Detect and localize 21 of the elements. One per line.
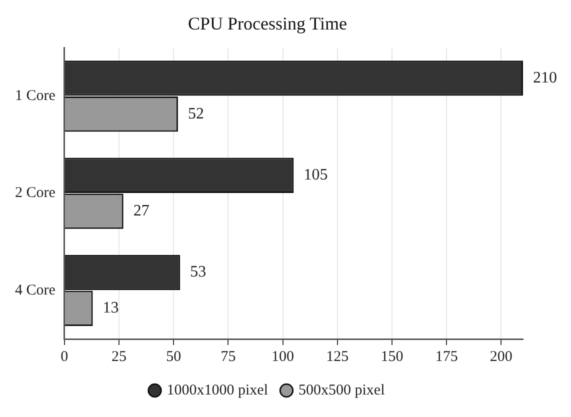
legend-label: 1000x1000 pixel bbox=[166, 382, 268, 398]
y-tick-label: 4 Core bbox=[14, 282, 56, 298]
x-tick-label: 150 bbox=[380, 348, 404, 365]
x-tick-label: 100 bbox=[272, 348, 294, 365]
data-label: 210 bbox=[533, 69, 557, 86]
x-tick-label: 75 bbox=[220, 348, 236, 365]
data-label: 105 bbox=[304, 166, 328, 184]
data-label: 53 bbox=[190, 264, 206, 281]
x-tick-label: 50 bbox=[166, 348, 182, 365]
data-label: 13 bbox=[102, 300, 119, 317]
y-tick-label: 2 Core bbox=[14, 185, 56, 202]
x-tick-label: 200 bbox=[490, 348, 512, 365]
legend-label: 500x500 pixel bbox=[298, 382, 385, 398]
x-tick-label: 25 bbox=[112, 348, 126, 365]
chart-title: CPU Processing Time bbox=[188, 14, 348, 34]
data-label: 52 bbox=[188, 105, 204, 122]
y-tick-label: 1 Core bbox=[14, 88, 56, 104]
x-tick-label: 175 bbox=[435, 348, 458, 365]
x-tick-label: 0 bbox=[60, 348, 68, 365]
x-tick-label: 125 bbox=[326, 348, 349, 365]
data-label: 27 bbox=[133, 202, 150, 220]
